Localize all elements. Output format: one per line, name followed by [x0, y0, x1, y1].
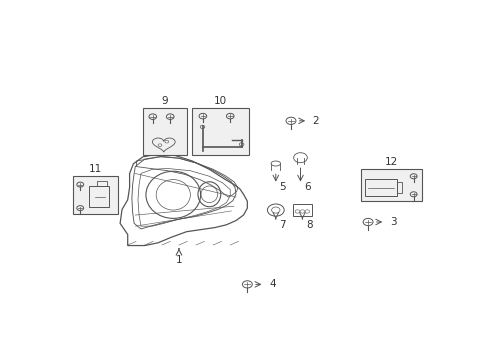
Text: 9: 9	[161, 95, 168, 105]
Text: 4: 4	[269, 279, 275, 289]
Text: 12: 12	[385, 157, 398, 167]
Text: 8: 8	[306, 220, 313, 230]
Text: 1: 1	[175, 255, 182, 265]
Text: 3: 3	[390, 217, 396, 227]
FancyBboxPatch shape	[361, 169, 422, 201]
Text: 2: 2	[313, 116, 319, 126]
Text: 11: 11	[89, 164, 102, 174]
FancyBboxPatch shape	[143, 108, 187, 156]
FancyBboxPatch shape	[192, 108, 249, 156]
FancyBboxPatch shape	[73, 176, 118, 214]
Text: 6: 6	[304, 183, 311, 192]
Text: 7: 7	[280, 220, 286, 230]
Text: 10: 10	[214, 95, 227, 105]
Text: 5: 5	[280, 183, 286, 192]
